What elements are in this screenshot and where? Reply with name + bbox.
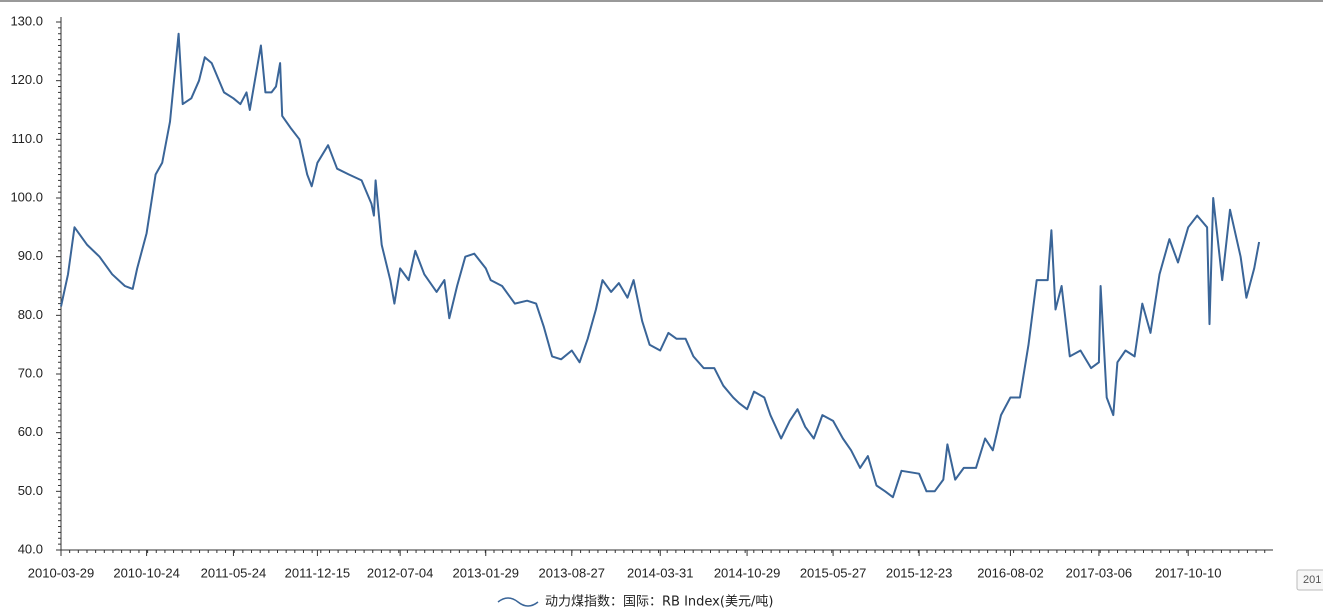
legend-icon <box>497 597 539 607</box>
legend-label: 动力煤指数：国际：RB Index(美元/吨) <box>545 595 773 610</box>
x-tick-label: 2010-10-24 <box>113 565 180 580</box>
x-tick-label: 2012-07-04 <box>367 565 434 580</box>
y-tick-label: 50.0 <box>18 483 43 498</box>
x-tick-label: 2015-05-27 <box>800 565 867 580</box>
y-tick-label: 110.0 <box>11 131 43 146</box>
y-tick-label: 130.0 <box>10 13 43 28</box>
x-tick-label: 2011-12-15 <box>285 565 351 580</box>
series-line <box>60 32 1261 499</box>
y-tick-label: 120.0 <box>10 72 43 87</box>
y-tick-label: 80.0 <box>18 307 43 322</box>
x-tick-label: 2017-03-06 <box>1066 565 1133 580</box>
y-tick-label: 100.0 <box>10 189 43 204</box>
x-tick-label: 2017-10-10 <box>1155 565 1222 580</box>
corner-label: 201 <box>1303 574 1321 586</box>
x-tick-label: 2014-03-31 <box>627 565 694 580</box>
y-tick-label: 90.0 <box>18 248 43 263</box>
y-tick-label: 60.0 <box>18 424 43 439</box>
x-tick-label: 2014-10-29 <box>714 565 781 580</box>
x-tick-label: 2013-08-27 <box>539 565 606 580</box>
x-tick-label: 2010-03-29 <box>28 565 95 580</box>
x-tick-label: 2011-05-24 <box>201 565 267 580</box>
x-tick-label: 2016-08-02 <box>977 565 1044 580</box>
x-tick-label: 2015-12-23 <box>886 565 953 580</box>
corner-box <box>1296 569 1323 591</box>
x-tick-label: 2013-01-29 <box>453 565 520 580</box>
y-tick-label: 70.0 <box>18 365 43 380</box>
y-tick-label: 40.0 <box>18 541 43 556</box>
